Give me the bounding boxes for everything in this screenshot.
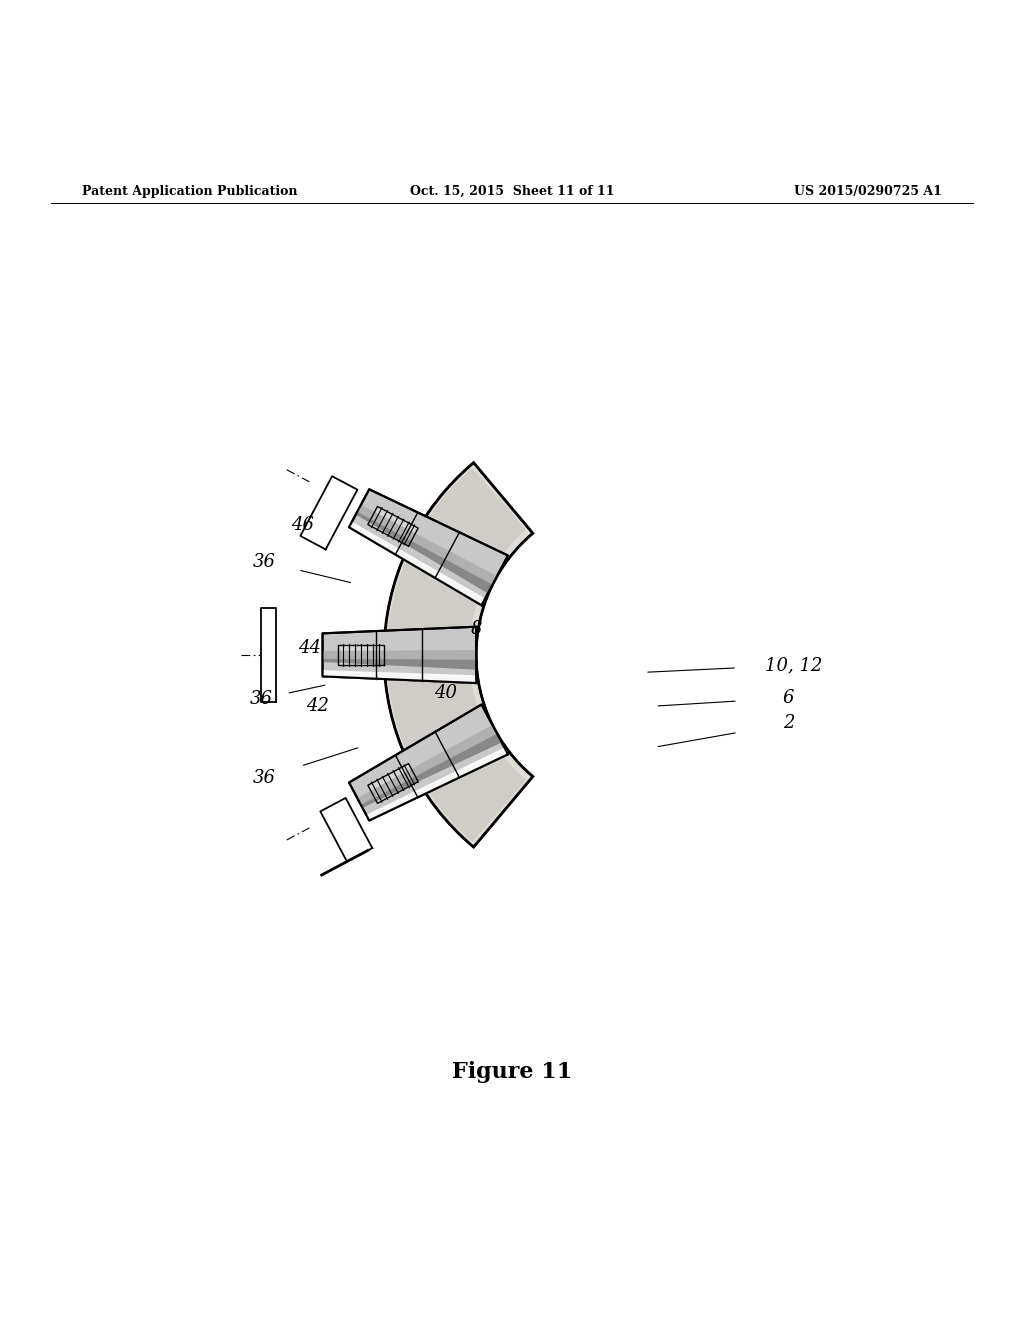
- Wedge shape: [387, 467, 526, 842]
- Polygon shape: [300, 477, 357, 549]
- Text: 6: 6: [782, 689, 795, 708]
- Polygon shape: [357, 726, 497, 804]
- Polygon shape: [323, 627, 476, 682]
- Polygon shape: [367, 748, 508, 821]
- Text: Figure 11: Figure 11: [452, 1061, 572, 1082]
- Text: Oct. 15, 2015  Sheet 11 of 11: Oct. 15, 2015 Sheet 11 of 11: [410, 185, 614, 198]
- Polygon shape: [349, 705, 508, 821]
- Polygon shape: [338, 644, 384, 665]
- Text: 40: 40: [434, 684, 457, 702]
- Polygon shape: [356, 507, 496, 593]
- Text: US 2015/0290725 A1: US 2015/0290725 A1: [795, 185, 942, 198]
- Polygon shape: [261, 607, 276, 702]
- Text: 46: 46: [291, 516, 313, 533]
- Text: 36: 36: [253, 768, 275, 787]
- Polygon shape: [368, 507, 418, 546]
- Polygon shape: [323, 652, 476, 669]
- Polygon shape: [323, 671, 476, 682]
- Polygon shape: [349, 523, 484, 606]
- Text: 42: 42: [306, 697, 329, 715]
- Text: 10, 12: 10, 12: [765, 656, 822, 675]
- Polygon shape: [349, 490, 508, 606]
- Polygon shape: [368, 763, 418, 804]
- Polygon shape: [357, 506, 497, 583]
- Text: 36: 36: [250, 690, 272, 708]
- Text: Patent Application Publication: Patent Application Publication: [82, 185, 297, 198]
- Polygon shape: [323, 651, 476, 659]
- Text: 44: 44: [298, 639, 321, 657]
- Wedge shape: [384, 463, 532, 847]
- Text: 8: 8: [470, 620, 482, 639]
- Polygon shape: [358, 729, 502, 808]
- Text: 2: 2: [782, 714, 795, 733]
- Text: 36: 36: [253, 553, 275, 570]
- Polygon shape: [321, 799, 373, 862]
